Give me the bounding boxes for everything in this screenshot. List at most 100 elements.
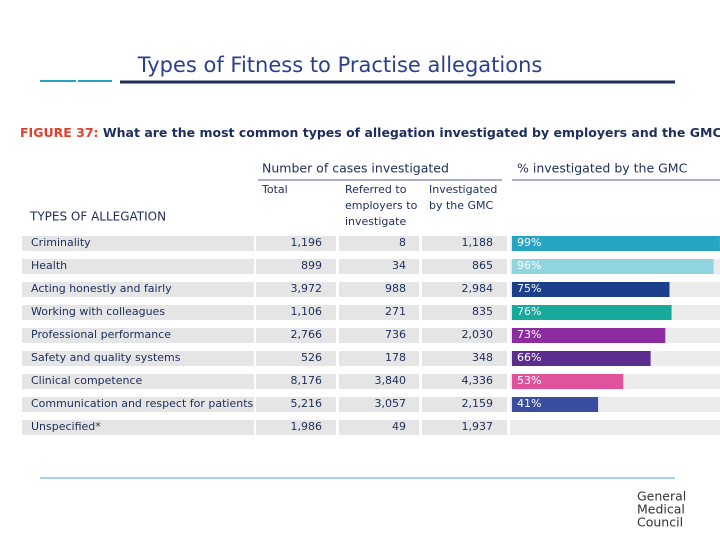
row-band xyxy=(339,420,419,435)
cell: 2,766 xyxy=(291,328,323,341)
cell: 736 xyxy=(385,328,406,341)
row-band xyxy=(339,305,419,320)
logo-text: Council xyxy=(637,515,683,530)
cell: 835 xyxy=(472,305,493,318)
bar xyxy=(512,282,670,297)
figure-label: FIGURE 37: xyxy=(20,125,99,140)
row-band xyxy=(256,236,336,251)
row-band xyxy=(339,351,419,366)
bar-label: 73% xyxy=(517,328,541,341)
cell: 1,188 xyxy=(462,236,494,249)
cell: 526 xyxy=(301,351,322,364)
cell: 1,196 xyxy=(291,236,323,249)
column-header: investigate xyxy=(345,215,406,228)
row-band xyxy=(422,305,507,320)
bar-label: 76% xyxy=(517,305,541,318)
cell: 1,106 xyxy=(291,305,323,318)
row-band xyxy=(510,420,720,435)
cell: 2,159 xyxy=(462,397,494,410)
row-band xyxy=(339,374,419,389)
bar-label: 53% xyxy=(517,374,541,387)
row-band xyxy=(339,259,419,274)
row-band xyxy=(22,397,254,412)
row-band xyxy=(256,374,336,389)
cell: 34 xyxy=(392,259,406,272)
cell: 49 xyxy=(392,420,406,433)
bar xyxy=(512,374,624,389)
bar xyxy=(512,259,714,274)
row-band xyxy=(339,282,419,297)
logo-text: General xyxy=(637,489,686,504)
bar-label: 96% xyxy=(517,259,541,272)
group-header: Number of cases investigated xyxy=(262,161,449,176)
bar xyxy=(512,328,666,343)
column-header: employers to xyxy=(345,199,418,212)
column-header: Investigated xyxy=(429,183,497,196)
cell: 1,937 xyxy=(462,420,494,433)
pct-header: % investigated by the GMC xyxy=(517,161,688,176)
row-band xyxy=(22,282,254,297)
allegation-type: Acting honestly and fairly xyxy=(31,282,172,295)
row-band xyxy=(339,236,419,251)
row-band xyxy=(256,305,336,320)
row-band xyxy=(256,351,336,366)
bar xyxy=(512,305,672,320)
cell: 2,030 xyxy=(462,328,494,341)
row-band xyxy=(422,259,507,274)
cell: 3,972 xyxy=(291,282,323,295)
cell: 899 xyxy=(301,259,322,272)
allegation-type: Unspecified* xyxy=(31,420,101,433)
cell: 988 xyxy=(385,282,406,295)
cell: 4,336 xyxy=(462,374,494,387)
bar-label: 75% xyxy=(517,282,541,295)
row-band xyxy=(339,397,419,412)
row-band xyxy=(256,282,336,297)
logo-text: Medical xyxy=(637,502,685,517)
row-band xyxy=(22,420,254,435)
cell: 348 xyxy=(472,351,493,364)
figure-title: FIGURE 37: What are the most common type… xyxy=(20,125,720,140)
row-header: TYPES OF ALLEGATION xyxy=(29,210,166,224)
row-band xyxy=(256,397,336,412)
row-band xyxy=(422,236,507,251)
cell: 865 xyxy=(472,259,493,272)
row-band xyxy=(22,236,254,251)
cell: 3,840 xyxy=(375,374,407,387)
cell: 1,986 xyxy=(291,420,323,433)
table: Total Referred to employers to investigate I… xyxy=(22,183,720,435)
row-band xyxy=(256,328,336,343)
bar-label: 41% xyxy=(517,397,541,410)
allegation-type: Professional performance xyxy=(31,328,171,341)
bar-label: 99% xyxy=(517,236,541,249)
row-band xyxy=(22,374,254,389)
bar xyxy=(512,351,651,366)
allegation-type: Working with colleagues xyxy=(31,305,165,318)
cell: 5,216 xyxy=(291,397,323,410)
row-band xyxy=(256,420,336,435)
cell: 271 xyxy=(385,305,406,318)
slide-title: Types of Fitness to Practise allegations xyxy=(137,53,543,77)
cell: 178 xyxy=(385,351,406,364)
row-band xyxy=(256,259,336,274)
cell: 8,176 xyxy=(291,374,323,387)
column-header: by the GMC xyxy=(429,199,494,212)
row-band xyxy=(22,351,254,366)
allegation-type: Health xyxy=(31,259,67,272)
bar-label: 66% xyxy=(517,351,541,364)
row-band xyxy=(422,397,507,412)
allegation-type: Safety and quality systems xyxy=(31,351,181,364)
allegation-type: Clinical competence xyxy=(31,374,143,387)
cell: 8 xyxy=(399,236,406,249)
bar xyxy=(512,236,720,251)
row-band xyxy=(422,351,507,366)
row-band xyxy=(22,305,254,320)
row-band xyxy=(22,259,254,274)
cell: 2,984 xyxy=(462,282,494,295)
row-band xyxy=(422,282,507,297)
row-band xyxy=(422,374,507,389)
column-header: Referred to xyxy=(345,183,407,196)
row-band xyxy=(422,420,507,435)
allegation-type: Criminality xyxy=(31,236,91,249)
